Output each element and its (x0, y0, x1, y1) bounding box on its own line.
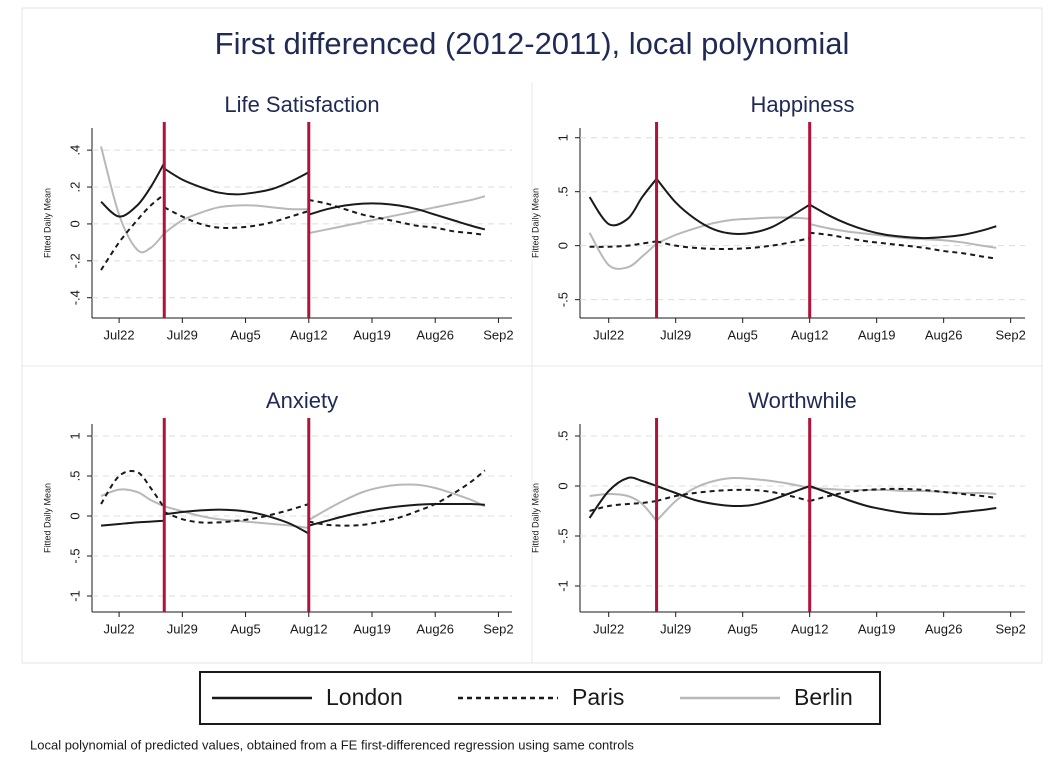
y-axis-label: Fitted Daily Mean (530, 188, 540, 258)
y-tick-label: -1 (67, 590, 82, 602)
y-tick-label: .5 (67, 471, 82, 482)
y-tick-label: -.2 (67, 253, 82, 268)
y-tick-label: 1 (67, 432, 82, 439)
x-tick-label: Sep2 (995, 621, 1025, 636)
series-line (100, 162, 166, 218)
y-tick-label: 0 (67, 220, 82, 227)
x-tick-label: Aug26 (416, 621, 454, 636)
series-line (163, 204, 309, 234)
x-tick-label: Jul22 (104, 327, 135, 342)
series-line (100, 146, 166, 254)
series-line (589, 492, 658, 522)
x-tick-label: Aug12 (791, 327, 829, 342)
panel-title: Anxiety (266, 388, 338, 413)
series-line (164, 508, 310, 535)
series-line (588, 178, 658, 227)
x-tick-label: Aug5 (230, 621, 260, 636)
y-tick-label: 0 (555, 482, 570, 489)
x-tick-label: Sep2 (995, 327, 1025, 342)
series-line (589, 500, 657, 512)
y-tick-label: -1 (555, 580, 570, 592)
series-line (100, 488, 165, 508)
x-tick-label: Aug19 (858, 327, 896, 342)
x-tick-label: Jul29 (167, 327, 198, 342)
x-tick-label: Aug12 (791, 621, 829, 636)
series-line (308, 202, 486, 231)
series-line (656, 485, 811, 508)
footnote: Local polynomial of predicted values, ob… (30, 737, 634, 752)
series-line (809, 203, 997, 240)
x-tick-label: Aug19 (353, 327, 391, 342)
x-tick-label: Sep2 (483, 327, 513, 342)
y-tick-label: 1 (555, 134, 570, 141)
series-line (589, 240, 657, 248)
y-tick-label: .2 (67, 182, 82, 193)
series-line (100, 519, 165, 527)
x-tick-label: Aug5 (728, 621, 758, 636)
series-line (655, 178, 811, 236)
y-tick-label: .5 (555, 186, 570, 197)
x-tick-label: Aug26 (416, 327, 454, 342)
panel-title: Worthwhile (748, 388, 856, 413)
y-axis-label: Fitted Daily Mean (42, 188, 52, 258)
series-line (308, 198, 486, 236)
x-tick-label: Sep2 (483, 621, 513, 636)
panel-title: Life Satisfaction (224, 92, 379, 117)
y-tick-label: 0 (67, 512, 82, 519)
x-tick-label: Jul22 (104, 621, 135, 636)
series-line (308, 195, 486, 235)
series-line (100, 193, 165, 271)
figure-title: First differenced (2012-2011), local pol… (215, 26, 850, 61)
y-tick-label: -.5 (67, 548, 82, 563)
y-tick-label: -.5 (555, 292, 570, 307)
x-tick-label: Jul29 (167, 621, 198, 636)
series-line (655, 476, 810, 522)
series-line (656, 237, 810, 251)
series-line (308, 502, 485, 527)
x-tick-label: Aug26 (925, 327, 963, 342)
series-line (656, 216, 810, 245)
y-tick-label: -.4 (67, 290, 82, 305)
series-line (163, 503, 310, 524)
x-tick-label: Aug12 (290, 327, 328, 342)
series-line (308, 483, 486, 521)
series-line (588, 476, 657, 519)
x-tick-label: Jul29 (660, 621, 691, 636)
x-tick-label: Jul22 (593, 327, 624, 342)
y-tick-label: .5 (555, 431, 570, 442)
series-line (809, 485, 997, 516)
series-line (588, 232, 658, 270)
legend-label: Berlin (794, 684, 853, 710)
x-tick-label: Aug19 (858, 621, 896, 636)
x-tick-label: Aug5 (230, 327, 260, 342)
series-line (163, 206, 310, 229)
series-line (308, 469, 486, 527)
series-line (163, 167, 310, 196)
x-tick-label: Jul22 (593, 621, 624, 636)
series-line (809, 487, 997, 495)
x-tick-label: Aug19 (353, 621, 391, 636)
y-tick-label: .4 (67, 145, 82, 156)
panel-title: Happiness (751, 92, 855, 117)
series-line (809, 223, 997, 249)
y-axis-label: Fitted Daily Mean (530, 483, 540, 553)
x-tick-label: Aug5 (728, 327, 758, 342)
x-tick-label: Aug12 (290, 621, 328, 636)
y-axis-label: Fitted Daily Mean (42, 483, 52, 553)
legend-label: Paris (572, 684, 624, 710)
series-line (100, 469, 166, 509)
y-tick-label: -.5 (555, 528, 570, 543)
x-tick-label: Jul29 (660, 327, 691, 342)
x-tick-label: Aug26 (925, 621, 963, 636)
y-tick-label: 0 (555, 242, 570, 249)
legend-label: London (326, 684, 403, 710)
